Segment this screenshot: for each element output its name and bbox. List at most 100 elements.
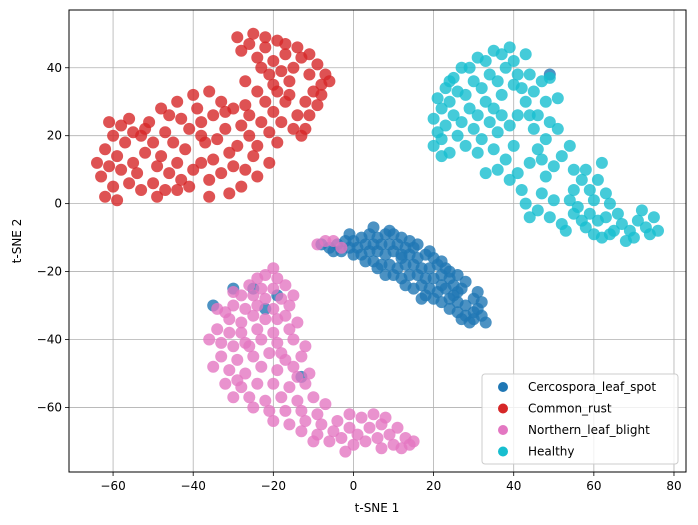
legend-label: Cercospora_leaf_spot bbox=[528, 380, 656, 394]
data-point bbox=[571, 201, 584, 213]
data-point bbox=[255, 61, 268, 74]
data-point bbox=[547, 194, 560, 207]
data-point bbox=[279, 404, 292, 417]
data-point bbox=[503, 173, 516, 186]
x-tick-label: −60 bbox=[100, 479, 125, 493]
data-point bbox=[223, 364, 236, 377]
data-point bbox=[307, 435, 320, 448]
data-point bbox=[267, 302, 280, 315]
data-point bbox=[335, 432, 348, 444]
data-point bbox=[415, 292, 428, 305]
data-point bbox=[511, 68, 524, 81]
data-point bbox=[259, 95, 272, 108]
data-point bbox=[427, 112, 440, 125]
data-point bbox=[543, 116, 556, 129]
data-point bbox=[499, 61, 512, 74]
data-point bbox=[455, 313, 468, 326]
data-point bbox=[251, 272, 264, 285]
data-point bbox=[583, 184, 596, 196]
data-point bbox=[299, 95, 312, 108]
data-point bbox=[575, 173, 588, 186]
data-point bbox=[487, 102, 500, 115]
data-point bbox=[395, 442, 408, 455]
data-point bbox=[615, 218, 628, 230]
data-point bbox=[247, 27, 260, 40]
data-point bbox=[439, 119, 452, 132]
data-point bbox=[543, 71, 556, 84]
data-point bbox=[259, 313, 272, 326]
data-point bbox=[107, 129, 120, 142]
x-tick-label: −40 bbox=[181, 479, 206, 493]
data-point bbox=[283, 75, 296, 88]
data-point bbox=[451, 269, 464, 281]
data-point bbox=[451, 286, 464, 298]
data-point bbox=[219, 122, 232, 135]
data-point bbox=[235, 119, 248, 132]
series-common-rust bbox=[91, 27, 336, 207]
data-point bbox=[599, 187, 612, 200]
data-point bbox=[243, 38, 256, 50]
data-point bbox=[283, 418, 296, 431]
data-point bbox=[287, 122, 300, 135]
x-tick-label: 0 bbox=[350, 479, 358, 493]
data-point bbox=[539, 170, 552, 183]
data-point bbox=[395, 252, 408, 264]
data-point bbox=[567, 184, 580, 196]
data-point bbox=[179, 143, 192, 156]
legend-label: Common_rust bbox=[528, 402, 612, 416]
data-point bbox=[543, 211, 556, 224]
data-point bbox=[207, 360, 220, 373]
data-point bbox=[151, 160, 164, 173]
data-point bbox=[311, 58, 324, 71]
data-point bbox=[135, 184, 148, 196]
data-point bbox=[207, 109, 220, 122]
data-point bbox=[171, 95, 184, 108]
data-point bbox=[315, 88, 328, 101]
data-point bbox=[459, 139, 472, 152]
data-point bbox=[443, 75, 456, 88]
data-point bbox=[247, 150, 260, 163]
data-point bbox=[251, 299, 264, 312]
data-point bbox=[507, 139, 520, 152]
data-point bbox=[499, 153, 512, 166]
data-point bbox=[319, 398, 332, 411]
data-point bbox=[551, 92, 564, 105]
data-point bbox=[611, 207, 624, 220]
data-point bbox=[195, 116, 208, 129]
data-point bbox=[483, 116, 496, 129]
data-point bbox=[587, 228, 600, 241]
data-point bbox=[99, 190, 112, 203]
data-point bbox=[271, 136, 284, 149]
y-tick-label: 0 bbox=[54, 197, 62, 211]
data-point bbox=[223, 146, 236, 159]
data-point bbox=[555, 150, 568, 163]
data-point bbox=[167, 136, 180, 149]
data-point bbox=[187, 88, 200, 101]
data-point bbox=[203, 85, 216, 98]
data-points bbox=[91, 27, 664, 458]
x-axis-ticks: −60 −40 −20 0 20 40 60 80 bbox=[100, 472, 682, 493]
data-point bbox=[515, 184, 528, 196]
data-point bbox=[479, 95, 492, 108]
data-point bbox=[255, 333, 268, 346]
data-point bbox=[471, 146, 484, 159]
data-point bbox=[227, 299, 240, 312]
data-point bbox=[195, 156, 208, 169]
legend-box bbox=[481, 373, 679, 465]
data-point bbox=[467, 75, 480, 88]
data-point bbox=[291, 316, 304, 329]
data-point bbox=[155, 102, 168, 115]
data-point bbox=[355, 411, 368, 424]
data-point bbox=[227, 160, 240, 173]
data-point bbox=[91, 156, 103, 169]
data-point bbox=[463, 102, 476, 115]
data-point bbox=[339, 445, 352, 458]
data-point bbox=[267, 326, 280, 339]
plot-frame bbox=[68, 9, 687, 473]
data-point bbox=[531, 109, 544, 122]
data-point bbox=[523, 156, 536, 169]
data-point bbox=[471, 109, 484, 122]
data-point bbox=[243, 279, 256, 292]
data-point bbox=[111, 194, 124, 207]
data-point bbox=[203, 190, 216, 203]
